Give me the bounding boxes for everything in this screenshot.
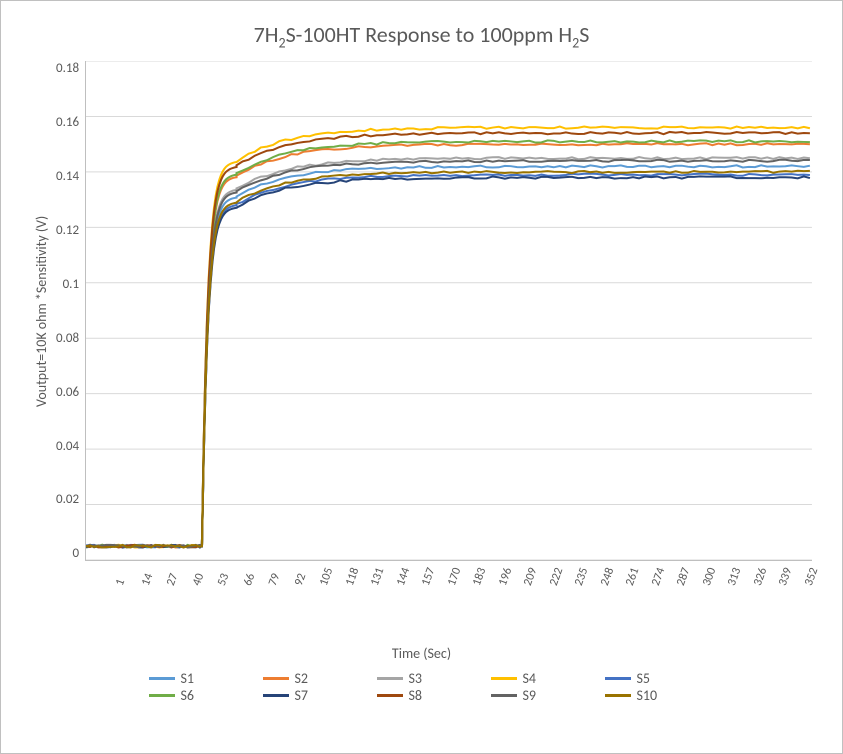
legend-label: S10 [637,687,658,704]
series-S3 [86,157,810,548]
legend-item-S7: S7 [263,687,353,704]
legend-swatch [263,677,289,680]
legend: S1 S2 S3 S4 S5 S6 S7 S8 S9 S10 [142,670,702,704]
series-lines [86,127,810,548]
legend-swatch [149,694,175,697]
legend-swatch [377,677,403,680]
x-axis-label: Time (Sec) [31,645,812,662]
legend-label: S2 [295,670,309,687]
series-S6 [86,141,810,548]
y-tick: 0.14 [56,169,79,184]
legend-label: S8 [409,687,423,704]
legend-swatch [605,677,631,680]
legend-label: S9 [523,687,537,704]
legend-swatch [377,694,403,697]
y-tick: 0 [72,546,79,561]
y-tick: 0.12 [56,223,79,238]
chart-body: Voutput=10K ohm *Sensitivity (V) 0.180.1… [31,61,812,561]
legend-item-S4: S4 [491,670,581,687]
chart-title: 7H2S-100HT Response to 100ppm H2S [31,21,812,51]
legend-label: S5 [637,670,651,687]
legend-label: S1 [181,670,195,687]
y-tick: 0.08 [56,331,79,346]
series-S2 [86,144,810,548]
gridlines [86,61,812,560]
y-tick: 0.18 [56,61,79,76]
y-tick: 0.16 [56,115,79,130]
y-tick: 0.1 [63,277,79,292]
legend-label: S7 [295,687,309,704]
chart-frame: 7H2S-100HT Response to 100ppm H2S Voutpu… [0,0,843,754]
legend-item-S3: S3 [377,670,467,687]
series-S7 [86,177,810,548]
plot-svg [86,61,812,560]
series-S9 [86,160,810,548]
legend-swatch [605,694,631,697]
y-axis-label: Voutput=10K ohm *Sensitivity (V) [31,61,52,561]
y-tick: 0.06 [56,385,79,400]
legend-item-S2: S2 [263,670,353,687]
legend-swatch [263,694,289,697]
legend-item-S10: S10 [605,687,695,704]
series-S1 [86,166,810,548]
x-axis-ticks: 1142740536679921051181311441571701831962… [113,561,812,615]
y-axis-ticks: 0.18 0.16 0.14 0.12 0.1 0.08 0.06 0.04 0.02 0 [52,61,85,561]
legend-label: S3 [409,670,423,687]
legend-label: S6 [181,687,195,704]
legend-item-S6: S6 [149,687,239,704]
series-S8 [86,132,810,547]
legend-label: S4 [523,670,537,687]
legend-item-S8: S8 [377,687,467,704]
legend-swatch [491,694,517,697]
series-S4 [86,127,810,548]
legend-item-S9: S9 [491,687,581,704]
legend-swatch [491,677,517,680]
plot-area [85,61,812,561]
legend-swatch [149,677,175,680]
y-tick: 0.02 [56,492,79,507]
legend-item-S5: S5 [605,670,695,687]
y-tick: 0.04 [56,439,79,454]
legend-item-S1: S1 [149,670,239,687]
series-S5 [86,174,810,548]
